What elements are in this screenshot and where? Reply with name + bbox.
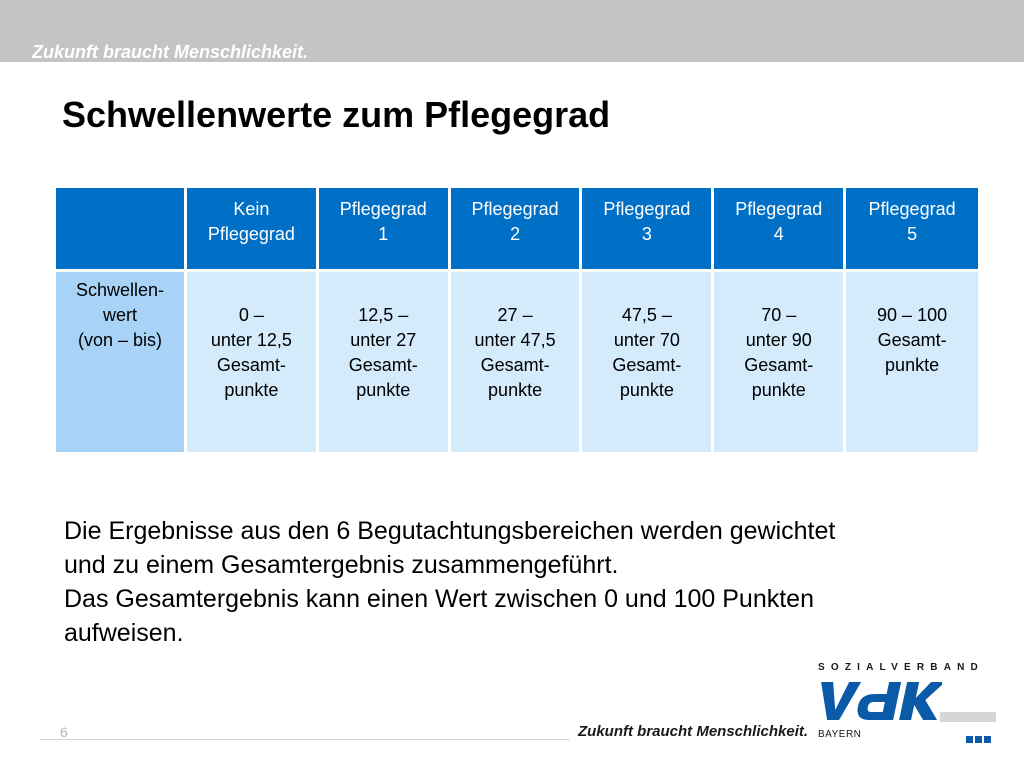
table-corner-cell <box>56 188 187 272</box>
row-header-schwellenwert: Schwellen- wert (von – bis) <box>56 272 187 452</box>
footer-tagline: Zukunft braucht Menschlichkeit. <box>578 723 809 740</box>
explanation-line: und zu einem Gesamtergebnis zusammengefü… <box>64 551 619 579</box>
cell-line: unter 27 <box>350 330 417 350</box>
column-header-line: Kein <box>233 199 270 219</box>
column-header-pflegegrad-1: Pflegegrad 1 <box>318 188 451 272</box>
column-header-line: Pflegegrad <box>471 199 559 219</box>
column-header-line: 1 <box>378 224 389 244</box>
column-header-line: 5 <box>907 224 918 244</box>
column-header-pflegegrad-3: Pflegegrad 3 <box>582 188 715 272</box>
explanation-text: Die Ergebnisse aus den 6 Begutachtungsbe… <box>64 514 964 650</box>
table-cell-pflegegrad-3: 47,5 – unter 70 Gesamt- punkte <box>582 272 715 452</box>
table-cell-pflegegrad-2: 27 – unter 47,5 Gesamt- punkte <box>450 272 583 452</box>
row-header-line: wert <box>102 305 137 325</box>
cell-line: punkte <box>751 380 806 400</box>
logo-org-text: SOZIALVERBAND <box>818 662 984 673</box>
header-tagline: Zukunft braucht Menschlichkeit. <box>32 42 309 62</box>
table-cell-pflegegrad-4: 70 – unter 90 Gesamt- punkte <box>714 272 847 452</box>
column-header-line: Pflegegrad <box>339 199 427 219</box>
row-header-line: Schwellen- <box>75 280 165 300</box>
column-header-line: Pflegegrad <box>603 199 691 219</box>
column-header-pflegegrad-4: Pflegegrad 4 <box>714 188 847 272</box>
cell-line: punkte <box>224 380 279 400</box>
column-header-pflegegrad-2: Pflegegrad 2 <box>450 188 583 272</box>
table-header-row: Kein Pflegegrad Pflegegrad 1 Pflegegrad … <box>56 188 978 272</box>
column-header-line: Pflegegrad <box>207 224 295 244</box>
cell-line: Gesamt- <box>744 355 814 375</box>
cell-line: unter 70 <box>613 330 680 350</box>
slide-title: Schwellenwerte zum Pflegegrad <box>62 94 611 135</box>
cell-line: unter 12,5 <box>210 330 292 350</box>
table-cell-pflegegrad-1: 12,5 – unter 27 Gesamt- punkte <box>318 272 451 452</box>
explanation-line: Das Gesamtergebnis kann einen Wert zwisc… <box>64 585 814 613</box>
footer-divider <box>40 739 570 740</box>
logo-squares-icon <box>966 730 993 748</box>
cell-line: 27 – <box>497 305 533 325</box>
explanation-line: Die Ergebnisse aus den 6 Begutachtungsbe… <box>64 517 836 545</box>
cell-line: unter 47,5 <box>474 330 556 350</box>
table-cell-pflegegrad-5: 90 – 100 Gesamt- punkte <box>846 272 978 452</box>
table-cell-kein-pflegegrad: 0 – unter 12,5 Gesamt- punkte <box>187 272 319 452</box>
cell-line: 47,5 – <box>621 305 672 325</box>
cell-line: Gesamt- <box>348 355 418 375</box>
column-header-pflegegrad-5: Pflegegrad 5 <box>846 188 978 272</box>
cell-line: Gesamt- <box>480 355 550 375</box>
cell-line: 70 – <box>761 305 797 325</box>
cell-line: 0 – <box>238 305 264 325</box>
cell-line: punkte <box>356 380 411 400</box>
cell-line: Gesamt- <box>612 355 682 375</box>
column-header-kein-pflegegrad: Kein Pflegegrad <box>187 188 319 272</box>
logo-grey-bar <box>940 712 996 722</box>
page-number: 6 <box>60 724 68 740</box>
vdk-logo: SOZIALVERBAND BAYERN <box>816 662 996 752</box>
row-header-line: (von – bis) <box>77 330 163 350</box>
table-row: Schwellen- wert (von – bis) 0 – unter 12… <box>56 272 978 452</box>
column-header-line: Pflegegrad <box>868 199 956 219</box>
cell-line: Gesamt- <box>877 330 947 350</box>
cell-line: Gesamt- <box>216 355 286 375</box>
vdk-wordmark-icon <box>821 682 942 720</box>
cell-line: punkte <box>619 380 674 400</box>
column-header-line: 4 <box>773 224 784 244</box>
cell-line: punkte <box>488 380 543 400</box>
column-header-line: 3 <box>641 224 652 244</box>
cell-line: 90 – 100 <box>877 305 948 325</box>
cell-line: 12,5 – <box>358 305 409 325</box>
cell-line: punkte <box>885 355 940 375</box>
logo-region-text: BAYERN <box>818 729 862 740</box>
explanation-line: aufweisen. <box>64 619 184 647</box>
column-header-line: 2 <box>510 224 521 244</box>
column-header-line: Pflegegrad <box>735 199 823 219</box>
top-band: Zukunft braucht Menschlichkeit. <box>0 0 1024 62</box>
threshold-table: Kein Pflegegrad Pflegegrad 1 Pflegegrad … <box>56 188 978 452</box>
cell-line: unter 90 <box>745 330 812 350</box>
